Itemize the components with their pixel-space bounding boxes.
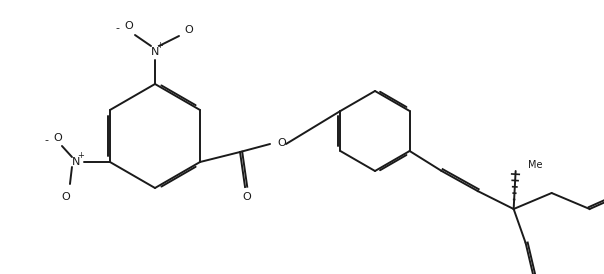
Text: N: N <box>151 47 159 57</box>
Text: O: O <box>124 21 133 31</box>
Text: +: + <box>156 41 164 50</box>
Text: O: O <box>185 25 193 35</box>
Text: Me: Me <box>528 160 542 170</box>
Text: O: O <box>243 192 251 202</box>
Text: N: N <box>72 157 80 167</box>
Text: -: - <box>115 23 119 33</box>
Text: O: O <box>54 133 62 143</box>
Text: +: + <box>77 150 85 159</box>
Text: -: - <box>44 135 48 145</box>
Text: O: O <box>62 192 70 202</box>
Text: O: O <box>278 138 286 148</box>
